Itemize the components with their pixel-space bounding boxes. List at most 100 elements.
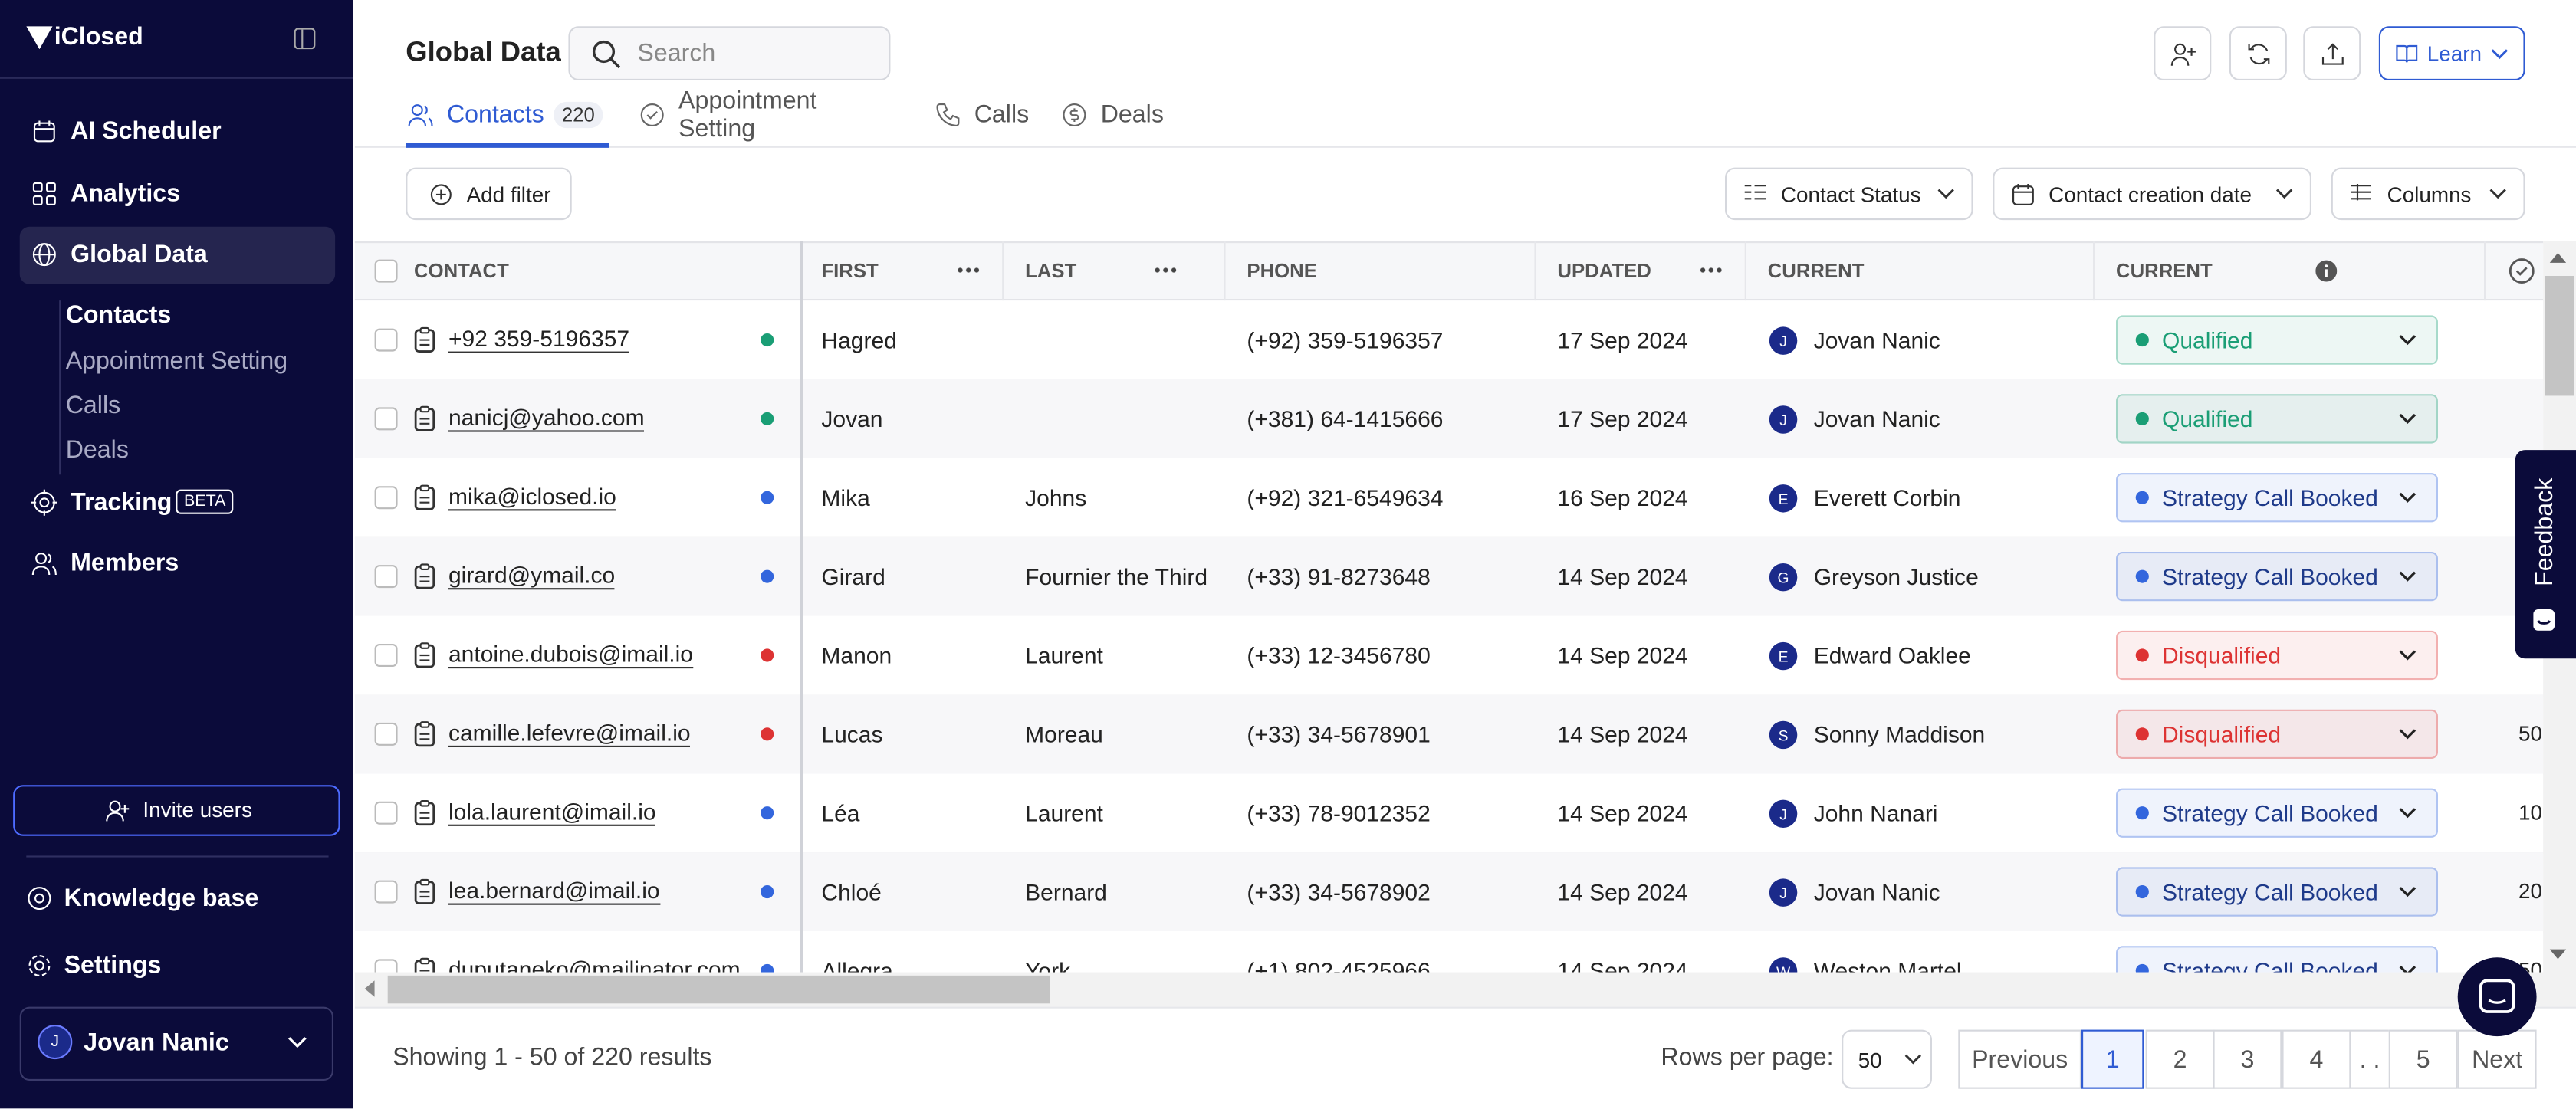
status-pill[interactable]: Qualified (2116, 315, 2438, 365)
contact-link[interactable]: antoine.dubois@imail.io (449, 641, 693, 669)
column-header[interactable]: CONTACT (414, 259, 509, 283)
tab-label[interactable]: Calls (974, 100, 1030, 130)
subnav-item[interactable]: Appointment Setting (65, 347, 288, 376)
status-pill[interactable]: Qualified (2116, 394, 2438, 444)
filter-label[interactable]: Columns (2387, 181, 2472, 206)
page-button[interactable]: 4 (2282, 1029, 2351, 1089)
horizontal-thumb[interactable] (387, 975, 1050, 1004)
contact-link[interactable]: nanicj@yahoo.com (449, 404, 645, 432)
table-row[interactable]: mika@iclosed.io Mika Johns (+92) 321-654963… (354, 458, 2544, 539)
nav-item[interactable]: Global Data (71, 240, 208, 269)
contact-link[interactable]: camille.lefevre@imail.io (449, 720, 691, 747)
status-pill[interactable]: Strategy Call Booked (2116, 473, 2438, 523)
filter-label[interactable]: Contact creation date (2049, 181, 2252, 206)
column-header[interactable]: LAST NAME (1025, 259, 1083, 342)
learn-label[interactable]: Learn (2426, 41, 2482, 66)
status-pill[interactable]: Strategy Call Booked (2116, 867, 2438, 917)
status-label[interactable]: Disqualified (2162, 641, 2282, 669)
status-label[interactable]: Strategy Call Booked (2162, 799, 2378, 826)
contact-link[interactable]: duputaneko@mailinator.com (449, 956, 741, 972)
scroll-down[interactable] (2549, 947, 2567, 960)
page-ellipsis[interactable]: . . (2351, 1029, 2389, 1089)
scroll-up[interactable] (2549, 251, 2567, 264)
column-header[interactable]: UPDATED ON (1557, 259, 1651, 342)
contact-link[interactable]: +92 359-5196357 (449, 325, 630, 353)
table-row[interactable]: girard@ymail.co Girard Fournier the Third (… (354, 536, 2544, 618)
rows-per-page-value[interactable]: 50 (1858, 1047, 1882, 1072)
row-checkbox[interactable] (374, 880, 398, 904)
add-contact-button[interactable] (2154, 26, 2212, 80)
status-label[interactable]: Disqualified (2162, 720, 2282, 747)
refresh-button[interactable] (2229, 26, 2287, 80)
next-button[interactable]: Next (2457, 1029, 2537, 1089)
nav-item[interactable]: Members (71, 549, 179, 578)
invite-label[interactable]: Invite users (143, 797, 252, 822)
page-button[interactable]: 3 (2213, 1029, 2282, 1089)
previous-button[interactable]: Previous (1958, 1029, 2082, 1089)
user-name[interactable]: Jovan Nanic (84, 1029, 229, 1057)
footer-item[interactable]: Knowledge base (64, 884, 259, 913)
subnav-item[interactable]: Contacts (65, 301, 172, 330)
status-pill[interactable]: Strategy Call Booked (2116, 946, 2438, 973)
table-row[interactable]: antoine.dubois@imail.io Manon Laurent (+33)… (354, 615, 2544, 697)
column-header[interactable]: FIRST NAME (821, 259, 879, 342)
nav-item[interactable]: Tracking (71, 488, 172, 517)
search-box[interactable]: Search (568, 26, 891, 80)
row-checkbox[interactable] (374, 722, 398, 746)
column-header[interactable]: PHONE NUMBER (1247, 259, 1333, 342)
contact-link[interactable]: lea.bernard@imail.io (449, 877, 660, 905)
filter-dropdown[interactable]: Columns (2331, 167, 2525, 221)
table-row[interactable]: camille.lefevre@imail.io Lucas Moreau (+33)… (354, 694, 2544, 776)
page-button[interactable]: 5 (2388, 1029, 2458, 1089)
export-button[interactable] (2303, 26, 2361, 80)
column-menu[interactable] (1698, 267, 1722, 273)
feedback-label[interactable]: Feedback (2531, 477, 2559, 586)
filter-dropdown[interactable]: Contact creation date (1993, 167, 2312, 221)
column-menu[interactable] (956, 267, 980, 273)
status-pill[interactable]: Disqualified (2116, 709, 2438, 759)
collapse-icon[interactable] (294, 28, 316, 50)
subnav-item[interactable]: Calls (65, 392, 121, 420)
tab-label[interactable]: Deals (1100, 100, 1164, 130)
page-button[interactable]: 1 (2082, 1029, 2144, 1089)
learn-button[interactable]: Learn (2378, 26, 2525, 80)
table-row[interactable]: nanicj@yahoo.com Jovan (+381) 64-1415666 17… (354, 379, 2544, 460)
row-checkbox[interactable] (374, 407, 398, 431)
footer-item[interactable]: Settings (64, 951, 162, 980)
contact-link[interactable]: mika@iclosed.io (449, 483, 616, 511)
column-menu[interactable] (1153, 267, 1177, 273)
subnav-item[interactable]: Deals (65, 435, 129, 464)
add-filter-label[interactable]: Add filter (466, 181, 551, 206)
tab-label[interactable]: Contacts (446, 100, 544, 130)
column-header[interactable]: CURRENT CLOSER OWNER (1767, 259, 1865, 401)
contact-link[interactable]: lola.laurent@imail.io (449, 798, 656, 826)
tab-label[interactable]: Appointment Setting (678, 87, 817, 143)
status-label[interactable]: Qualified (2162, 326, 2253, 353)
nav-item[interactable]: Analytics (71, 179, 181, 208)
table-row[interactable]: +92 359-5196357 Hagred (+92) 359-5196357 17… (354, 300, 2544, 382)
status-pill[interactable]: Disqualified (2116, 630, 2438, 681)
invite-button[interactable] (13, 785, 340, 836)
status-label[interactable]: Strategy Call Booked (2162, 957, 2378, 973)
status-label[interactable]: Qualified (2162, 405, 2253, 432)
row-checkbox[interactable] (374, 328, 398, 352)
chat-button[interactable] (2457, 957, 2537, 1037)
row-checkbox[interactable] (374, 801, 398, 825)
nav-item[interactable]: AI Scheduler (71, 117, 222, 146)
row-checkbox[interactable] (374, 644, 398, 667)
row-checkbox[interactable] (374, 486, 398, 510)
row-checkbox[interactable] (374, 565, 398, 589)
table-row[interactable]: lea.bernard@imail.io Chloé Bernard (+33) 34… (354, 852, 2544, 933)
scroll-left[interactable] (363, 980, 376, 997)
status-label[interactable]: Strategy Call Booked (2162, 484, 2378, 511)
rows-per-page-select[interactable]: 50 (1842, 1029, 1932, 1089)
status-label[interactable]: Strategy Call Booked (2162, 563, 2378, 590)
status-pill[interactable]: Strategy Call Booked (2116, 552, 2438, 602)
vertical-thumb[interactable] (2545, 276, 2574, 396)
table-row[interactable]: lola.laurent@imail.io Léa Laurent (+33) 78-… (354, 773, 2544, 855)
filter-dropdown[interactable]: Contact Status (1725, 167, 1973, 221)
row-checkbox[interactable] (374, 959, 398, 973)
table-row[interactable]: duputaneko@mailinator.com Allegra York (+1)… (354, 931, 2544, 973)
contact-link[interactable]: girard@ymail.co (449, 562, 616, 590)
column-header[interactable]: CURRENT STATUS (2116, 259, 2213, 342)
